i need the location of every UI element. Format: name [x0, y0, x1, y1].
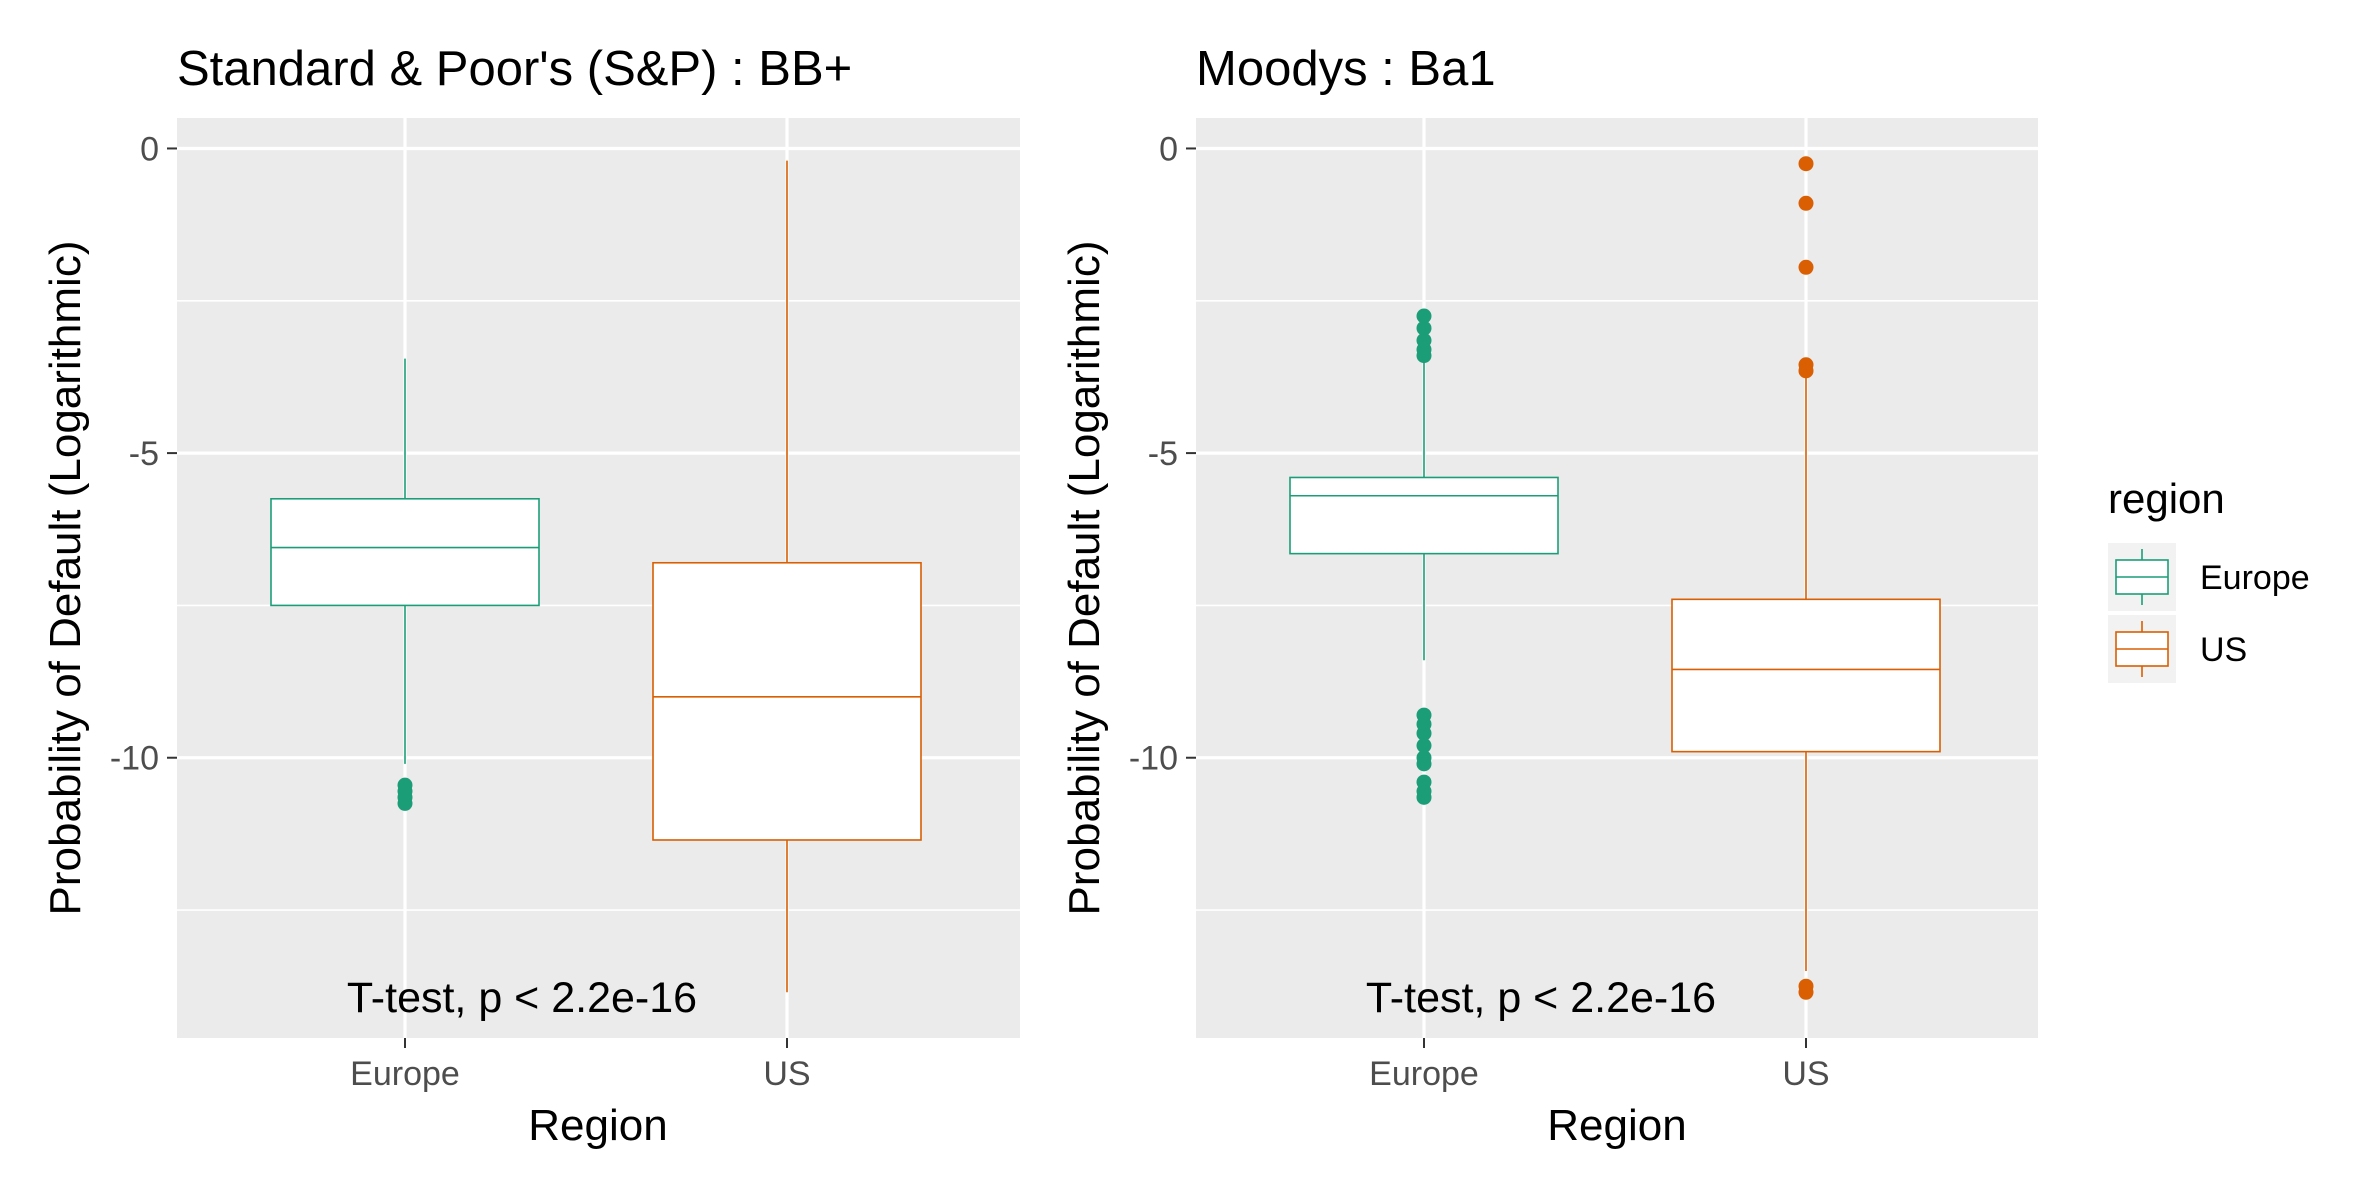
legend-label: Europe [2200, 559, 2310, 597]
outlier-point [1416, 308, 1432, 324]
y-tick-label: -5 [1148, 435, 1178, 473]
y-tick-label: -10 [110, 740, 159, 778]
outlier-point [1798, 156, 1814, 172]
outlier-point [1798, 363, 1814, 379]
box-iqr [1289, 476, 1559, 555]
y-tick-label: -10 [1129, 740, 1178, 778]
x-tick-label: US [1782, 1055, 1829, 1093]
outlier-point [1798, 195, 1814, 211]
panel-moodys: Moodys : Ba1 0 -5 -10 Europe US T-test, p < … [1060, 42, 2038, 1150]
x-axis-title-sp: Region [528, 1101, 667, 1150]
x-tick-label: Europe [350, 1055, 460, 1093]
legend: region Europe US [2108, 475, 2310, 683]
outlier-point [1416, 320, 1432, 336]
legend-items: Europe US [2108, 543, 2310, 683]
ttest-annotation-moodys: T-test, p < 2.2e-16 [1366, 974, 1716, 1022]
outlier-point [1416, 738, 1432, 754]
box-iqr [1671, 598, 1941, 753]
outlier-point [1798, 259, 1814, 275]
panel-sp: Standard & Poor's (S&P) : BB+ 0 -5 -10 Euro… [41, 42, 1020, 1150]
box-iqr [270, 497, 540, 607]
outlier-point [397, 795, 413, 811]
y-tick-label: -5 [129, 435, 159, 473]
legend-item-us: US [2108, 615, 2247, 683]
panel-title-sp: Standard & Poor's (S&P) : BB+ [177, 42, 852, 96]
boxplot-us [1671, 156, 1941, 1000]
x-tick-label: Europe [1369, 1055, 1479, 1093]
outlier-point [1416, 725, 1432, 741]
y-axis-title-sp: Probability of Default (Logarithmic) [41, 241, 90, 916]
boxes-sp [270, 160, 922, 993]
x-tick-label: US [763, 1055, 810, 1093]
x-axis-title-moodys: Region [1547, 1101, 1686, 1150]
outlier-point [1416, 789, 1432, 805]
box-iqr [652, 561, 922, 841]
outlier-point [1798, 984, 1814, 1000]
plot-background-moodys [1196, 118, 2038, 1038]
boxes-moodys [1289, 156, 1941, 1000]
legend-item-europe: Europe [2108, 543, 2310, 611]
y-axis-title-moodys: Probability of Default (Logarithmic) [1060, 241, 1109, 916]
boxplot-europe [270, 358, 540, 811]
ticks-moodys: 0 -5 -10 Europe US [1129, 130, 1830, 1093]
legend-title: region [2108, 475, 2225, 522]
panel-title-moodys: Moodys : Ba1 [1196, 42, 1496, 96]
boxplot-us [652, 160, 922, 993]
y-tick-label: 0 [140, 130, 159, 168]
outlier-point [1416, 348, 1432, 364]
legend-label: US [2200, 631, 2247, 669]
y-tick-label: 0 [1159, 130, 1178, 168]
outlier-point [1416, 756, 1432, 772]
ticks-sp: 0 -5 -10 Europe US [110, 130, 811, 1093]
boxplot-europe [1289, 308, 1559, 805]
ttest-annotation-sp: T-test, p < 2.2e-16 [347, 974, 697, 1022]
